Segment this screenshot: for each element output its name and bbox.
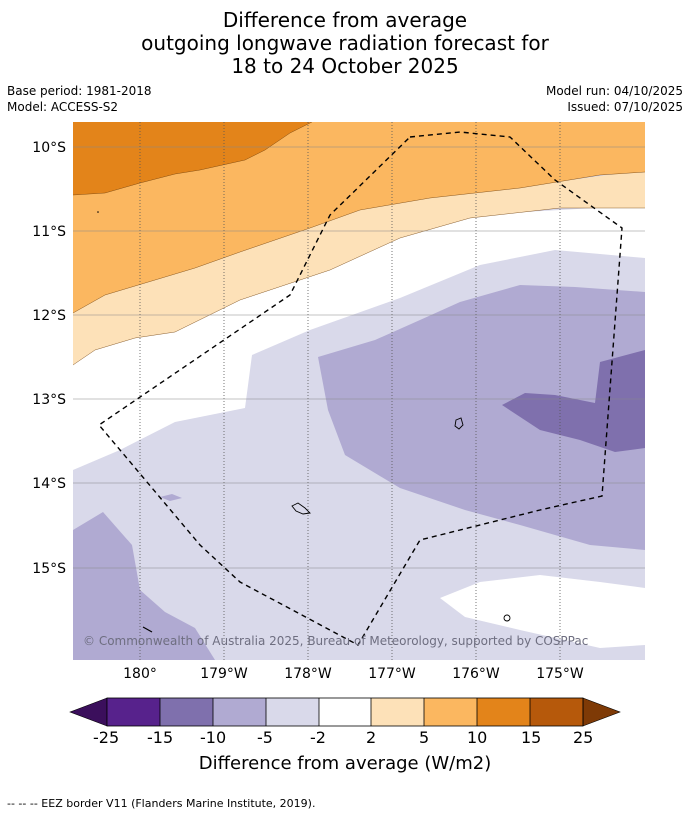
colorbar-tick: 10 [467, 728, 488, 747]
island-shape [503, 614, 511, 622]
colorbar-bin [371, 698, 424, 726]
anomaly-field-neutral-se [440, 575, 645, 648]
colorbar-bin [213, 698, 266, 726]
colorbar-tick: -25 [93, 728, 120, 747]
issued-label: Issued: 07/10/2025 [567, 100, 683, 114]
longitude-axis: 180° 179°W 178°W 177°W 176°W 175°W [123, 666, 584, 682]
colorbar-tick: 25 [573, 728, 594, 747]
latitude-gridlines [73, 146, 645, 569]
anomaly-field-neutral [73, 205, 645, 470]
lon-label: 179°W [200, 666, 248, 682]
colorbar-bin [160, 698, 213, 726]
map-plot-area: © Commonwealth of Australia 2025, Bureau… [73, 122, 645, 660]
lon-label: 175°W [536, 666, 584, 682]
colorbar-title: Difference from average (W/m2) [198, 753, 492, 774]
colorbar-extend-low [69, 697, 108, 727]
island-shape [291, 502, 311, 515]
anomaly-blob [160, 494, 182, 501]
lat-label: 14°S [32, 476, 66, 492]
latitude-axis: 10°S 11°S 12°S 13°S 14°S 15°S [32, 140, 66, 577]
base-period-label: Base period: 1981-2018 [7, 84, 152, 98]
anomaly-field-minus15-minus10 [502, 350, 645, 452]
colorbar-tick: 15 [521, 728, 542, 747]
eez-footnote: -- -- -- EEZ border V11 (Flanders Marine… [7, 797, 316, 810]
lat-label: 15°S [32, 561, 66, 577]
contour-line [73, 171, 645, 314]
lon-label: 178°W [284, 666, 332, 682]
anomaly-field-minus10-minus5 [318, 285, 645, 550]
eez-border [97, 131, 623, 646]
colorbar-bin [424, 698, 477, 726]
copyright-text: © Commonwealth of Australia 2025, Bureau… [83, 634, 588, 648]
colorbar-tick: -10 [200, 728, 227, 747]
lon-label: 180° [123, 666, 157, 682]
lon-label: 176°W [452, 666, 500, 682]
colorbar-bin [266, 698, 319, 726]
anomaly-field-5-10 [73, 122, 645, 313]
model-run-label: Model run: 04/10/2025 [545, 84, 683, 98]
anomaly-field-10-15 [73, 122, 312, 195]
colorbar-bin [530, 698, 583, 726]
colorbar-extend-high [582, 697, 621, 727]
lat-label: 11°S [32, 224, 66, 240]
colorbar-tick: -5 [257, 728, 273, 747]
island-shape [454, 417, 464, 430]
colorbar-bin [477, 698, 530, 726]
title-line-2: outgoing longwave radiation forecast for [141, 31, 549, 55]
contour-line [73, 122, 313, 196]
island-shape [97, 211, 99, 213]
colorbar [69, 697, 621, 727]
title-line-3: 18 to 24 October 2025 [231, 54, 459, 78]
colorbar-tick: 5 [419, 728, 430, 747]
lat-label: 13°S [32, 392, 66, 408]
lat-label: 12°S [32, 308, 66, 324]
colorbar-tick: -2 [310, 728, 326, 747]
anomaly-field-minus10-minus5-sw [73, 512, 215, 660]
colorbar-tick: 2 [366, 728, 377, 747]
model-label: Model: ACCESS-S2 [7, 100, 119, 114]
colorbar-bin [107, 698, 160, 726]
title-line-1: Difference from average [222, 8, 468, 32]
colorbar-tick: -15 [147, 728, 174, 747]
colorbar-bin [319, 698, 371, 726]
contour-line [73, 207, 645, 366]
eez-border-fragment [142, 626, 153, 633]
olr-anomaly-map: © Commonwealth of Australia 2025, Bureau… [32, 122, 645, 682]
lat-label: 10°S [32, 140, 66, 156]
lon-label: 177°W [368, 666, 416, 682]
